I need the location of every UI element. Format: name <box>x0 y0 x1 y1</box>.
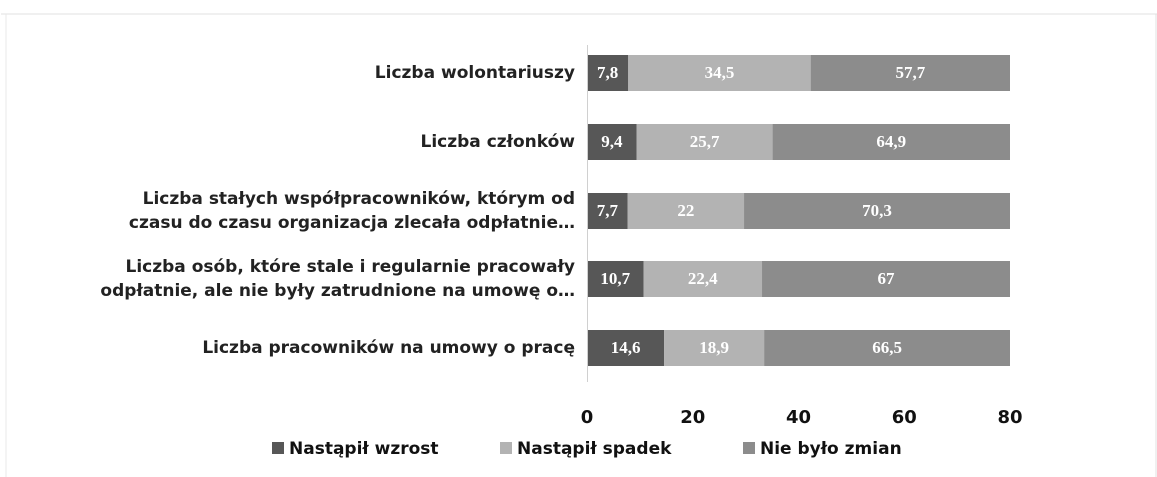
x-tick-label: 0 <box>581 407 594 428</box>
bar-segment <box>664 330 765 366</box>
value-label: 34,5 <box>705 63 735 82</box>
legend-label: Nastąpił wzrost <box>289 439 439 459</box>
legend-swatch <box>500 442 512 454</box>
bar-segment <box>587 261 644 297</box>
bar-segment <box>587 55 629 91</box>
bar-segment <box>587 193 628 229</box>
value-label: 7,7 <box>597 201 619 220</box>
legend-label: Nie było zmian <box>760 439 902 459</box>
bar-segment <box>587 124 637 160</box>
x-tick-label: 60 <box>892 407 917 428</box>
bar-segment <box>762 261 1010 297</box>
category-label: Liczba osób, które stale i regularnie pr… <box>100 257 575 301</box>
bar-segment <box>810 55 1010 91</box>
value-label: 18,9 <box>699 338 729 357</box>
value-label: 66,5 <box>872 338 902 357</box>
bar-segment <box>636 124 773 160</box>
category-label: Liczba pracowników na umowy o pracę <box>202 338 575 358</box>
bar-segment <box>643 261 763 297</box>
value-label: 9,4 <box>601 132 623 151</box>
legend-swatch <box>743 442 755 454</box>
bar-segment <box>587 330 665 366</box>
value-label: 25,7 <box>690 132 720 151</box>
legend-swatch <box>272 442 284 454</box>
value-label: 7,8 <box>597 63 618 82</box>
x-tick-label: 40 <box>786 407 811 428</box>
legend-label: Nastąpił spadek <box>517 439 672 459</box>
value-label: 57,7 <box>895 63 925 82</box>
bar-segment <box>764 330 1010 366</box>
x-tick-label: 20 <box>680 407 705 428</box>
category-label: Liczba stałych współpracowników, którym … <box>128 189 575 233</box>
value-label: 70,3 <box>862 201 892 220</box>
bar-segment <box>744 193 1010 229</box>
category-label: Liczba wolontariuszy <box>374 63 575 83</box>
bar-segment <box>772 124 1010 160</box>
bar-segment <box>627 193 745 229</box>
x-tick-label: 80 <box>997 407 1022 428</box>
value-label: 64,9 <box>876 132 906 151</box>
bar-segment <box>628 55 811 91</box>
value-label: 14,6 <box>611 338 641 357</box>
value-label: 22 <box>677 201 694 220</box>
value-label: 22,4 <box>688 269 718 288</box>
value-label: 67 <box>878 269 896 288</box>
value-label: 10,7 <box>600 269 630 288</box>
category-label: Liczba członków <box>420 132 576 152</box>
